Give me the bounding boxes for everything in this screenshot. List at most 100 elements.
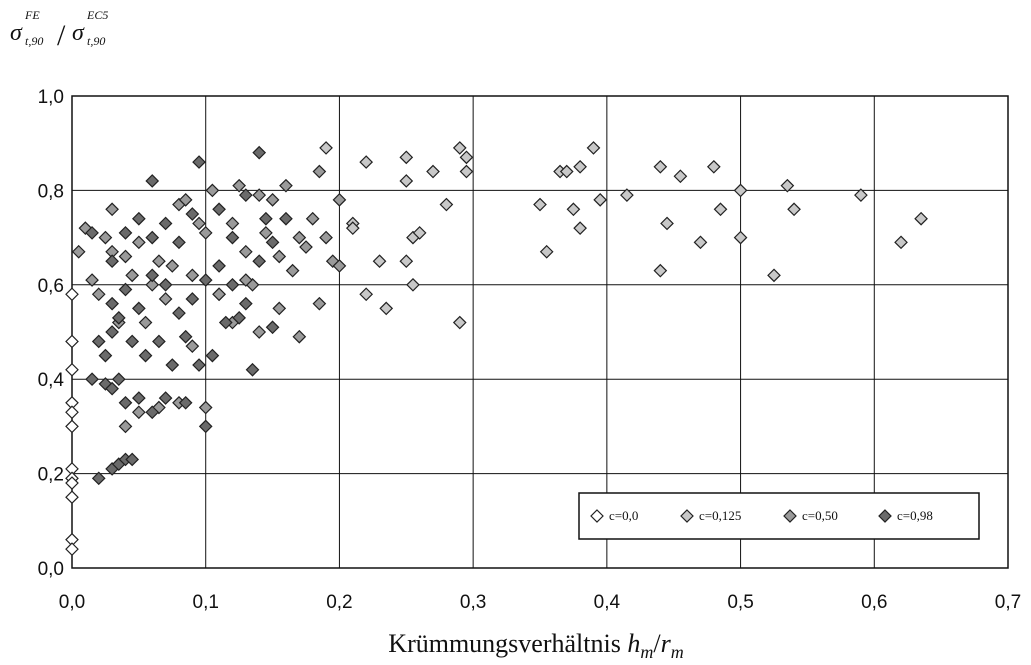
data-point xyxy=(252,145,267,160)
data-point xyxy=(459,164,474,179)
data-point xyxy=(265,192,280,207)
data-point xyxy=(185,207,200,221)
data-point xyxy=(573,159,587,174)
data-point xyxy=(91,471,106,486)
data-point xyxy=(65,362,79,377)
data-point xyxy=(198,419,213,434)
data-point xyxy=(593,192,608,207)
data-point xyxy=(145,405,160,420)
plot-frame xyxy=(71,95,1009,569)
data-point xyxy=(178,192,193,207)
data-point xyxy=(406,277,420,292)
legend-label: c=0,0 xyxy=(609,508,638,523)
data-point xyxy=(172,306,186,320)
data-point xyxy=(459,150,474,165)
x-axis-title: Krümmungsverhältnis hm/rm xyxy=(388,629,683,662)
plot-border xyxy=(71,95,1009,569)
x-title-h: h xyxy=(627,629,640,658)
y-title-slash: / xyxy=(57,19,66,52)
data-point xyxy=(172,235,186,250)
y-title-sub-1: t,90 xyxy=(25,34,43,48)
series-3 xyxy=(85,145,293,486)
x-title-slash: / xyxy=(653,629,661,658)
data-point xyxy=(192,155,206,169)
series-0 xyxy=(65,287,79,556)
data-point xyxy=(452,141,467,155)
data-point xyxy=(566,202,581,217)
data-point xyxy=(359,155,374,169)
data-point xyxy=(292,329,307,344)
data-point xyxy=(85,273,99,287)
data-point xyxy=(138,315,153,330)
data-point xyxy=(185,292,200,306)
data-point xyxy=(372,254,387,269)
data-point xyxy=(332,192,347,207)
y-title-sigma-1: σ xyxy=(10,20,23,46)
y-title-sigma-2: σ xyxy=(72,20,85,46)
y-tick-label: 0,2 xyxy=(38,465,64,486)
legend-box xyxy=(578,492,980,540)
data-point xyxy=(259,211,273,226)
data-point xyxy=(345,221,360,236)
data-point xyxy=(265,320,280,335)
data-point xyxy=(238,273,253,287)
data-point xyxy=(399,150,414,165)
data-point xyxy=(178,395,193,410)
data-point xyxy=(265,235,280,250)
legend-marker xyxy=(878,509,892,523)
x-title-sub-m1: m xyxy=(640,642,653,662)
data-point xyxy=(125,452,140,467)
data-point xyxy=(787,202,801,217)
data-point xyxy=(894,235,908,250)
data-point xyxy=(914,211,928,226)
data-point xyxy=(145,268,160,283)
data-point xyxy=(158,391,173,405)
data-point xyxy=(653,159,668,174)
data-point xyxy=(105,296,119,311)
data-point xyxy=(733,183,748,198)
data-point xyxy=(252,188,267,202)
data-point xyxy=(225,216,240,231)
data-point xyxy=(412,226,427,240)
x-tick-label: 0,6 xyxy=(861,592,887,613)
x-title: Krümmungsverhältnis hm/rm xyxy=(388,629,683,662)
data-point xyxy=(198,273,213,287)
data-point xyxy=(118,249,133,264)
data-point xyxy=(85,372,99,387)
data-point xyxy=(252,254,267,269)
data-point xyxy=(733,230,748,245)
data-point xyxy=(292,230,307,245)
data-point xyxy=(706,159,721,174)
x-tick-label: 0,0 xyxy=(59,592,85,613)
x-tick-label: 0,2 xyxy=(326,592,352,613)
data-point xyxy=(158,277,173,292)
data-point xyxy=(653,263,668,278)
data-point xyxy=(212,202,226,217)
y-title-sub-2: t,90 xyxy=(87,34,105,48)
data-point xyxy=(332,259,347,273)
data-point xyxy=(533,197,547,212)
data-point xyxy=(439,197,454,212)
data-point xyxy=(152,254,166,269)
data-point xyxy=(118,419,133,434)
data-point xyxy=(185,268,200,283)
data-point xyxy=(379,301,394,316)
data-point xyxy=(91,287,106,302)
data-point xyxy=(192,216,206,231)
data-point xyxy=(98,230,113,245)
data-point xyxy=(65,334,79,349)
data-point xyxy=(245,362,260,377)
data-point xyxy=(279,211,293,226)
data-point xyxy=(225,230,240,245)
legend-label: c=0,50 xyxy=(802,508,838,523)
data-point xyxy=(65,476,79,490)
x-tick-label: 0,4 xyxy=(594,592,621,613)
data-point xyxy=(145,277,160,292)
data-point xyxy=(660,216,674,231)
data-point xyxy=(232,178,246,193)
data-point xyxy=(65,542,79,556)
x-tick-labels: 0,0 0,1 0,2 0,3 0,4 0,5 0,6 0,7 xyxy=(59,592,1021,613)
data-point xyxy=(238,188,253,202)
data-point xyxy=(105,381,119,396)
x-title-sub-m2: m xyxy=(671,642,684,662)
